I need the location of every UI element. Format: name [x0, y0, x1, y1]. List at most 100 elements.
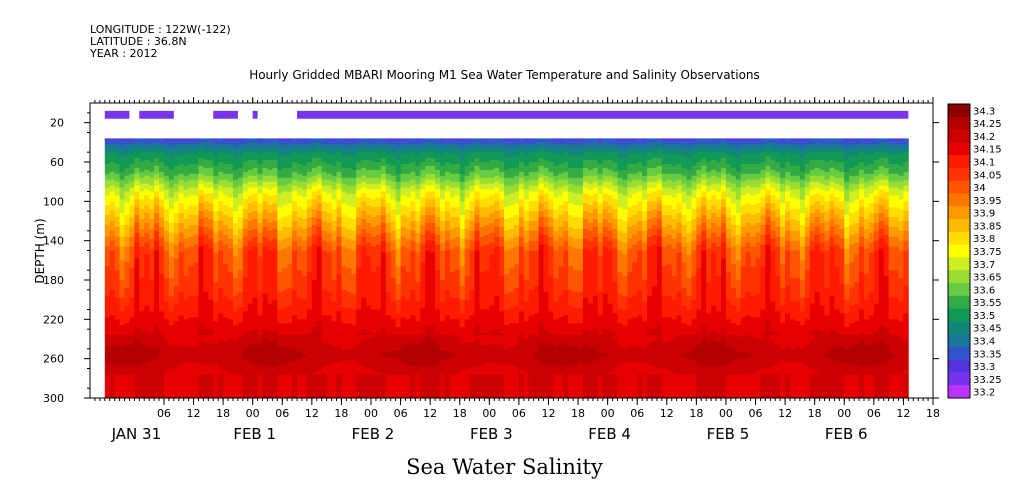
field-cell	[834, 183, 840, 190]
field-cell	[109, 289, 116, 316]
field-cell	[652, 175, 658, 183]
field-cell	[395, 313, 401, 328]
field-cell	[844, 215, 850, 228]
field-cell	[114, 226, 120, 238]
colorbar-label: 34.2	[973, 132, 995, 143]
field-cell	[790, 348, 796, 363]
field-cell	[242, 348, 249, 362]
field-cell	[415, 301, 421, 322]
field-cell	[119, 140, 125, 147]
field-cell	[213, 140, 219, 145]
field-cell	[242, 311, 249, 334]
field-cell	[612, 177, 618, 186]
field-cell	[582, 203, 589, 212]
field-cell	[839, 177, 845, 186]
field-cell	[400, 266, 406, 297]
field-cell	[622, 309, 628, 326]
field-cell	[854, 175, 860, 185]
field-cell	[878, 213, 885, 222]
field-cell	[775, 177, 781, 185]
field-cell	[711, 222, 717, 234]
field-cell	[203, 181, 209, 188]
colorbar-label: 33.3	[973, 362, 995, 373]
field-cell	[178, 291, 185, 316]
field-cell	[223, 187, 229, 196]
field-cell	[854, 364, 860, 375]
field-cell	[504, 348, 510, 363]
field-cell	[755, 144, 761, 149]
field-cell	[390, 250, 397, 279]
field-cell	[607, 205, 613, 214]
field-cell	[691, 299, 697, 320]
field-cell	[568, 183, 574, 192]
field-cell	[750, 295, 756, 318]
field-cell	[257, 374, 263, 399]
field-cell	[578, 177, 584, 186]
field-cell	[898, 250, 904, 279]
field-cell	[839, 248, 845, 285]
field-cell	[430, 366, 436, 399]
field-cell	[513, 236, 520, 247]
field-cell	[385, 242, 392, 253]
field-cell	[257, 203, 263, 214]
field-cell	[582, 175, 589, 183]
field-cell	[405, 319, 411, 336]
field-cell	[849, 287, 855, 306]
field-cell	[380, 173, 387, 181]
field-cell	[459, 181, 466, 190]
field-cell	[282, 346, 288, 363]
field-cell	[563, 162, 569, 173]
field-cell	[425, 250, 431, 326]
field-cell	[297, 270, 303, 299]
field-cell	[750, 266, 756, 297]
field-cell	[735, 213, 742, 226]
field-cell	[292, 171, 298, 181]
field-cell	[385, 140, 392, 145]
field-cell	[878, 205, 885, 214]
field-cell	[139, 209, 145, 220]
field-cell	[326, 163, 332, 175]
field-cell	[257, 213, 263, 224]
field-cell	[464, 248, 470, 277]
field-cell	[622, 187, 628, 196]
field-cell	[721, 339, 727, 367]
field-cell	[272, 228, 278, 240]
field-cell	[893, 163, 899, 175]
field-cell	[538, 173, 544, 179]
field-cell	[119, 236, 125, 247]
field-cell	[568, 266, 574, 291]
field-cell	[297, 163, 303, 175]
field-cell	[188, 205, 194, 216]
field-cell	[592, 329, 599, 350]
field-cell	[898, 165, 904, 177]
field-cell	[366, 222, 372, 234]
field-cell	[563, 221, 569, 232]
field-cell	[479, 189, 485, 200]
field-cell	[553, 181, 559, 190]
field-cell	[666, 138, 673, 141]
field-cell	[168, 197, 175, 210]
field-cell	[513, 203, 520, 216]
field-cell	[632, 234, 638, 245]
field-cell	[760, 177, 766, 185]
field-cell	[494, 374, 500, 399]
field-cell	[306, 217, 313, 228]
field-cell	[380, 252, 387, 328]
field-cell	[242, 228, 249, 238]
field-cell	[775, 335, 781, 346]
field-cell	[745, 179, 751, 186]
field-cell	[528, 211, 535, 222]
field-cell	[341, 307, 347, 324]
field-cell	[814, 372, 821, 375]
field-cell	[863, 238, 870, 249]
field-cell	[790, 154, 796, 167]
field-cell	[479, 162, 485, 171]
field-cell	[696, 189, 702, 198]
field-cell	[504, 185, 510, 196]
field-cell	[390, 301, 397, 320]
field-cell	[346, 167, 352, 179]
field-cell	[518, 370, 525, 375]
field-cell	[686, 179, 692, 188]
field-cell	[232, 138, 239, 141]
field-cell	[661, 246, 668, 267]
